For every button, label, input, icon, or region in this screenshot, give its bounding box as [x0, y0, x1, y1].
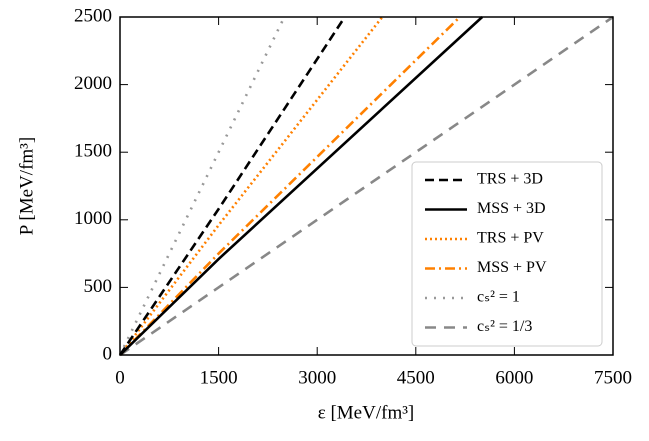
x-tick-label: 3000 [298, 367, 336, 388]
x-tick-label: 0 [115, 367, 125, 388]
x-tick-label: 1500 [200, 367, 238, 388]
y-tick-label: 2500 [74, 5, 112, 26]
legend-label: TRS + 3D [477, 171, 543, 188]
y-tick-label: 0 [103, 343, 113, 364]
line [118, 16, 384, 356]
y-tick-label: 500 [84, 276, 113, 297]
legend-label: MSS + 3D [477, 200, 546, 217]
line [119, 15, 614, 357]
legend-label: cₛ² = 1/3 [477, 318, 532, 335]
x-tick-label: 4500 [397, 367, 435, 388]
legend-box [411, 161, 603, 347]
line [118, 16, 346, 356]
y-tick-label: 1000 [74, 208, 112, 229]
legend-label: cₛ² = 1 [477, 289, 520, 306]
legend-label: MSS + PV [477, 259, 547, 276]
x-tick-label: 6000 [495, 367, 533, 388]
x-axis-label: ε [MeV/fm³] [318, 402, 415, 423]
x-tick-label: 7500 [594, 367, 632, 388]
line [118, 16, 286, 356]
y-tick-label: 2000 [74, 73, 112, 94]
y-tick-label: 1500 [74, 141, 112, 162]
plot-frame [119, 16, 614, 356]
legend-label: TRS + PV [477, 230, 544, 247]
y-axis-label: P [MeV/fm³] [16, 137, 37, 235]
line [119, 16, 484, 356]
